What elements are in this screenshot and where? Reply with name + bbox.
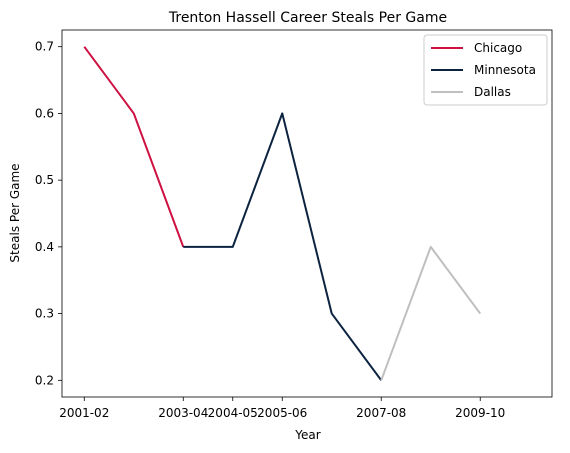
x-axis-label: Year bbox=[294, 428, 320, 442]
series-layer bbox=[83, 46, 482, 381]
y-tick-label: 0.2 bbox=[35, 373, 54, 387]
plot-frame bbox=[61, 29, 553, 398]
x-axis: 2001-02 2003-04 2004-05 2005-06 2007-08 2009-… bbox=[59, 397, 505, 420]
y-tick-label: 0.7 bbox=[35, 40, 54, 54]
series-line-chicago bbox=[83, 46, 185, 248]
x-tick-label: 2001-02 bbox=[59, 406, 109, 420]
y-tick-label: 0.3 bbox=[35, 307, 54, 321]
chart-title: Trenton Hassell Career Steals Per Game bbox=[168, 10, 447, 26]
x-tick-label: 2009-10 bbox=[455, 406, 505, 420]
y-tick-label: 0.6 bbox=[35, 106, 54, 120]
legend-label-chicago: Chicago bbox=[474, 41, 522, 55]
y-tick-label: 0.4 bbox=[35, 240, 54, 254]
legend-label-dallas: Dallas bbox=[474, 85, 511, 99]
legend: Chicago Minnesota Dallas bbox=[423, 34, 548, 106]
series-line-dallas bbox=[380, 245, 482, 381]
y-tick-label: 0.5 bbox=[35, 173, 54, 187]
y-axis: 0.2 0.3 0.4 0.5 0.6 0.7 bbox=[35, 40, 62, 387]
x-tick-label: 2003-04 bbox=[158, 406, 208, 420]
x-tick-label: 2007-08 bbox=[356, 406, 406, 420]
y-axis-label: Steals Per Game bbox=[8, 163, 22, 262]
legend-label-minnesota: Minnesota bbox=[474, 63, 536, 77]
x-tick-label: 2005-06 bbox=[257, 406, 307, 420]
series-line-minnesota bbox=[183, 112, 383, 381]
legend-frame bbox=[423, 34, 548, 106]
x-tick-label: 2004-05 bbox=[208, 406, 258, 420]
